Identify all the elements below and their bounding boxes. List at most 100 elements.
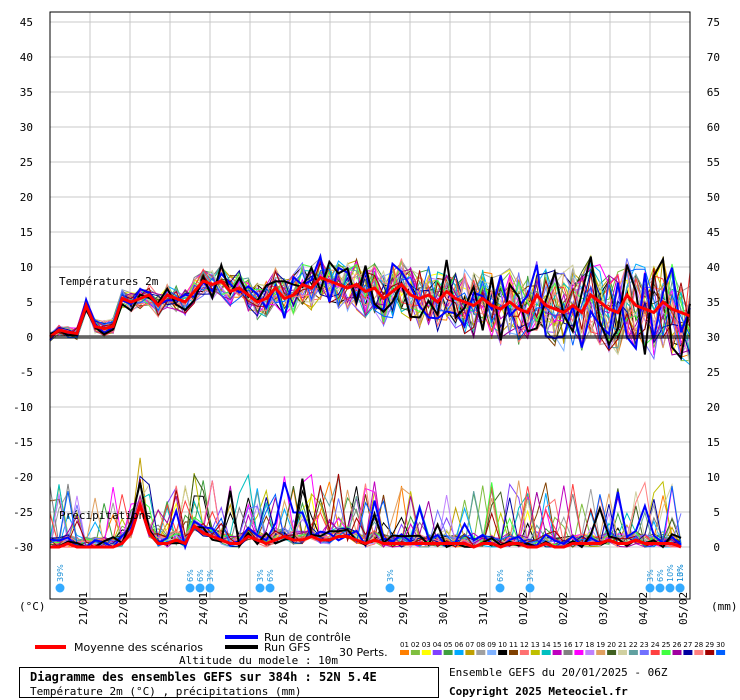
- left-unit-label: (°C): [19, 600, 46, 613]
- pert-color-swatch: [694, 650, 704, 655]
- pert-color-swatch: [454, 650, 464, 655]
- x-tick-label: 29/01: [397, 592, 410, 625]
- snowflake-icon: [265, 583, 275, 593]
- x-tick-label: 31/01: [477, 592, 490, 625]
- snowflake-icon: [655, 583, 665, 593]
- pert-color-swatch: [465, 650, 475, 655]
- pert-color-swatch: [410, 650, 420, 655]
- pert-color-swatch: [639, 650, 649, 655]
- right-tick-label: 5: [713, 506, 720, 519]
- left-tick-label: 45: [20, 16, 33, 29]
- pert-color-swatch: [432, 650, 442, 655]
- left-tick-label: 30: [20, 121, 33, 134]
- pert-color-swatch: [519, 650, 529, 655]
- temp-member-line: [49, 260, 691, 352]
- pert-code-label: 26: [673, 641, 682, 649]
- x-tick-label: 25/01: [237, 592, 250, 625]
- pert-color-swatch: [476, 650, 486, 655]
- x-tick-label: 30/01: [437, 592, 450, 625]
- pert-code-label: 15: [553, 641, 562, 649]
- x-tick-label: 04/02: [637, 592, 650, 625]
- x-tick-label: 01/02: [517, 592, 530, 625]
- right-tick-label: 55: [707, 156, 720, 169]
- pert-code-label: 29: [705, 641, 714, 649]
- plot-frame: [49, 11, 691, 600]
- pert-code-label: 20: [607, 641, 616, 649]
- right-tick-label: 45: [707, 226, 720, 239]
- pert-code-label: 24: [651, 641, 660, 649]
- x-tick-label: 26/01: [277, 592, 290, 625]
- right-tick-label: 35: [707, 296, 720, 309]
- pert-color-swatch: [487, 650, 497, 655]
- right-tick-label: 25: [707, 366, 720, 379]
- x-tick-label: 02/02: [557, 592, 570, 625]
- temp-member-line: [49, 268, 691, 356]
- x-tick-label: 24/01: [197, 592, 210, 625]
- legend: Moyenne des scénarios Run de contrôleRun …: [35, 631, 726, 659]
- pert-color-swatch: [574, 650, 584, 655]
- pert-code-label: 05: [444, 641, 453, 649]
- snow-pct-label: 6%: [186, 569, 195, 582]
- left-tick-label: 15: [20, 226, 33, 239]
- control-legend-label: Run de contrôle: [264, 631, 351, 644]
- snow-flags: 39% 6% 6% 3% 3% 6% 3% 6% 3% 3% 6% 10% 13%10%: [55, 564, 685, 593]
- left-tick-label: -20: [13, 471, 33, 484]
- left-tick-label: 25: [20, 156, 33, 169]
- pert-color-swatch: [421, 650, 431, 655]
- pert-color-swatch: [716, 650, 726, 655]
- pert-code-label: 10: [498, 641, 507, 649]
- right-tick-label: 30: [707, 331, 720, 344]
- pert-code-label: 08: [476, 641, 485, 649]
- mean-temp-line: [49, 275, 691, 339]
- snow-pct-label: 13%: [676, 564, 685, 582]
- right-tick-label: 0: [713, 541, 720, 554]
- right-tick-label: 15: [707, 436, 720, 449]
- pert-code-label: 22: [629, 641, 638, 649]
- pert-color-swatch: [400, 650, 409, 655]
- x-tick-label: 22/01: [117, 592, 130, 625]
- precip-members: [49, 457, 682, 551]
- snowflake-icon: [525, 583, 535, 593]
- pert-color-swatch: [618, 650, 627, 655]
- snowflake-icon: [205, 583, 215, 593]
- run-info: Ensemble GEFS du 20/01/2025 - 06Z: [449, 666, 668, 679]
- left-tick-label: 0: [26, 331, 33, 344]
- pert-color-swatch: [443, 650, 453, 655]
- temp-member-line: [49, 258, 691, 346]
- pert-code-label: 17: [574, 641, 583, 649]
- x-tick-label: 03/02: [597, 592, 610, 625]
- right-tick-label: 10: [707, 471, 720, 484]
- left-tick-label: -10: [13, 401, 33, 414]
- mean-precip-line: [50, 500, 682, 549]
- pert-code-label: 07: [465, 641, 474, 649]
- snowflake-icon: [665, 583, 675, 593]
- pert-color-swatch: [596, 650, 606, 655]
- pert-code-label: 02: [411, 641, 420, 649]
- pert-color-swatch: [541, 650, 551, 655]
- pert-code-label: 21: [618, 641, 627, 649]
- pert-code-label: 19: [596, 641, 605, 649]
- pert-color-swatch: [607, 650, 617, 655]
- pert-code-label: 04: [433, 641, 442, 649]
- x-tick-label: 21/01: [77, 592, 90, 625]
- x-tick-label: 05/02: [677, 592, 690, 625]
- mean-legend-label: Moyenne des scénarios: [74, 641, 203, 654]
- pert-code-label: 27: [683, 641, 692, 649]
- snow-pct-label: 6%: [656, 569, 665, 582]
- x-tick-label: 27/01: [317, 592, 330, 625]
- precip-section-label: Précipitations: [59, 509, 152, 522]
- altitude-note: Altitude du modele : 10m: [179, 654, 338, 667]
- pert-code-label: 30: [716, 641, 725, 649]
- chart-title: Diagramme des ensembles GEFS sur 384h : …: [30, 670, 377, 684]
- precip-member-line: [49, 480, 682, 548]
- right-tick-label: 60: [707, 121, 720, 134]
- left-tick-label: -15: [13, 436, 33, 449]
- temp-member-line: [49, 266, 691, 346]
- snow-pct-label: 6%: [196, 569, 205, 582]
- snow-pct-label: 3%: [526, 569, 535, 582]
- left-tick-label: 10: [20, 261, 33, 274]
- pert-code-label: 06: [455, 641, 464, 649]
- left-tick-label: 40: [20, 51, 33, 64]
